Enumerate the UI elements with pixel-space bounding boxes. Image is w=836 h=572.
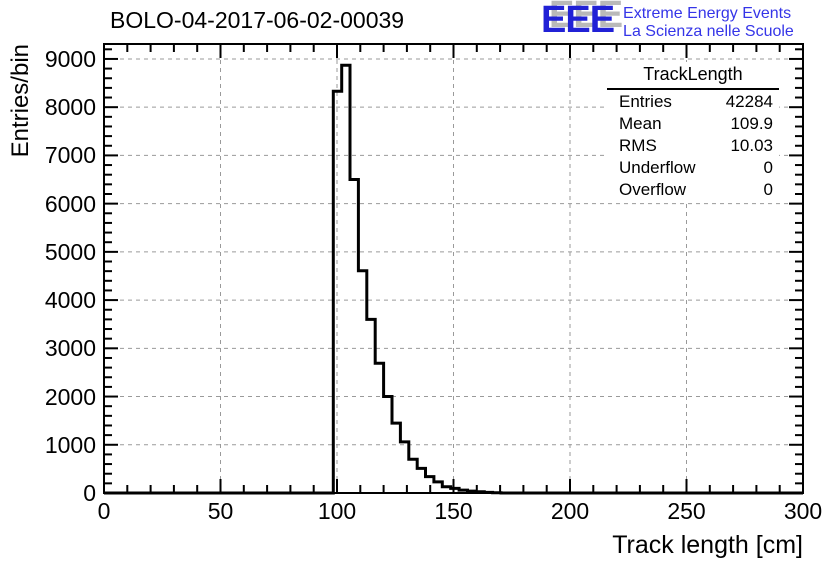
stats-row-underflow: Underflow 0	[607, 159, 779, 176]
stats-label: Mean	[619, 113, 662, 133]
stats-value: 10.03	[730, 135, 773, 155]
eee-logo-line2: La Scienza nelle Scuole	[623, 23, 794, 41]
x-axis-title: Track length [cm]	[612, 531, 803, 559]
stats-value: 109.9	[730, 113, 773, 133]
stats-box-title: TrackLength	[607, 62, 779, 90]
stats-label: Overflow	[619, 180, 687, 200]
eee-logo: EEE Extreme Energy Events La Scienza nel…	[541, 0, 794, 41]
stats-row-entries: Entries 42284	[607, 93, 779, 110]
stats-value: 0	[763, 158, 773, 178]
stats-row-rms: RMS 10.03	[607, 137, 779, 154]
eee-logo-text: Extreme Energy Events La Scienza nelle S…	[623, 5, 794, 41]
stats-value: 0	[763, 180, 773, 200]
eee-logo-acronym: EEE	[541, 0, 615, 41]
stats-box: TrackLength Entries 42284 Mean 109.9 RMS…	[607, 62, 779, 201]
y-axis-title: Entries/bin	[7, 44, 34, 158]
stats-label: Entries	[619, 91, 672, 111]
plot-frame	[103, 43, 804, 494]
stats-row-overflow: Overflow 0	[607, 181, 779, 198]
histogram-line	[104, 63, 803, 495]
stats-row-mean: Mean 109.9	[607, 115, 779, 132]
stats-label: Underflow	[619, 158, 696, 178]
plot-title: BOLO-04-2017-06-02-00039	[110, 7, 405, 33]
stats-box-rows: Entries 42284 Mean 109.9 RMS 10.03 Under…	[607, 90, 779, 201]
stats-value: 42284	[725, 91, 773, 111]
stats-label: RMS	[619, 135, 657, 155]
eee-logo-line1: Extreme Energy Events	[623, 5, 792, 22]
